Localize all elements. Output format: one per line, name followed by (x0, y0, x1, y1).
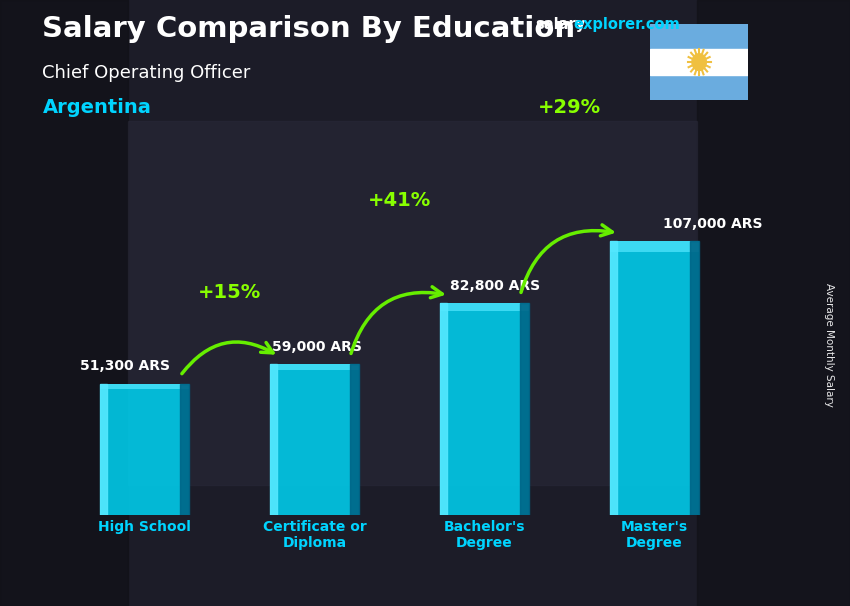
Text: +41%: +41% (368, 191, 431, 210)
Text: Average Monthly Salary: Average Monthly Salary (824, 284, 834, 407)
Bar (128, 121, 697, 485)
Text: 51,300 ARS: 51,300 ARS (80, 359, 170, 373)
Bar (650, 49, 748, 75)
Bar (350, 364, 359, 515)
Bar (520, 303, 529, 515)
Text: salary: salary (536, 17, 586, 32)
Circle shape (692, 54, 706, 70)
Bar (610, 241, 699, 515)
Bar (610, 241, 699, 251)
Bar (440, 303, 447, 515)
Text: +15%: +15% (198, 282, 261, 302)
Bar (100, 384, 189, 515)
Bar (270, 364, 359, 515)
Bar (440, 303, 529, 515)
Bar (180, 384, 189, 515)
Bar (100, 384, 189, 389)
Text: Argentina: Argentina (42, 98, 151, 117)
Text: Salary Comparison By Education: Salary Comparison By Education (42, 15, 575, 43)
Bar (270, 364, 277, 515)
Text: 82,800 ARS: 82,800 ARS (450, 279, 541, 293)
Bar (270, 364, 359, 370)
Bar (697, 0, 850, 606)
Text: 59,000 ARS: 59,000 ARS (272, 339, 362, 353)
Text: +29%: +29% (538, 98, 601, 117)
Bar (690, 241, 699, 515)
Text: 107,000 ARS: 107,000 ARS (663, 216, 762, 230)
Bar (100, 384, 107, 515)
Text: explorer.com: explorer.com (574, 17, 681, 32)
Bar (0, 0, 128, 606)
Bar (440, 303, 529, 311)
Text: Chief Operating Officer: Chief Operating Officer (42, 64, 251, 82)
Bar (610, 241, 617, 515)
